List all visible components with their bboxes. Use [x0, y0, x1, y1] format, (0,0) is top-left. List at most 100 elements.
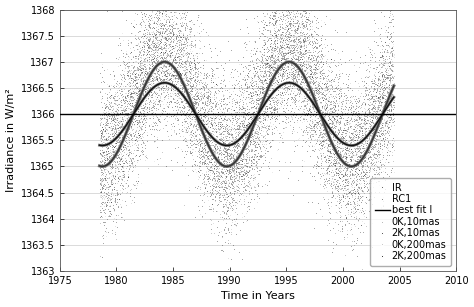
Point [171, 76, 178, 80]
Point [131, 111, 138, 116]
Point [227, 162, 234, 167]
Point [116, 177, 123, 182]
Point [328, 188, 336, 193]
Point [158, 30, 166, 35]
Point [344, 126, 352, 131]
Point [110, 117, 118, 122]
Point [365, 47, 373, 52]
Point [329, 105, 337, 110]
Point [98, 161, 106, 166]
Point [263, 98, 270, 103]
Point [181, 64, 188, 69]
Point [191, 43, 199, 48]
Point [374, 108, 382, 113]
Point [273, 24, 280, 29]
Point [184, 54, 192, 59]
Point [361, 141, 368, 146]
Point [274, 71, 282, 76]
Point [191, 99, 199, 103]
Point [292, 83, 299, 88]
Point [253, 98, 261, 103]
Point [380, 85, 388, 90]
Point [201, 142, 209, 147]
Point [148, 39, 155, 44]
Point [252, 130, 259, 135]
Point [365, 145, 372, 150]
Point [140, 63, 147, 68]
Point [242, 125, 249, 130]
Point [254, 18, 261, 23]
Point [137, 58, 145, 63]
Point [223, 168, 231, 173]
Point [165, 20, 173, 25]
Point [330, 103, 337, 108]
Point [98, 182, 105, 187]
Point [367, 126, 375, 130]
Point [309, 81, 316, 86]
Point [111, 174, 119, 179]
Point [137, 60, 145, 65]
Point [363, 88, 370, 93]
Point [258, 91, 265, 96]
Point [280, 37, 287, 42]
Point [141, 75, 149, 80]
Point [299, 51, 306, 56]
Point [276, 98, 283, 103]
Point [109, 147, 117, 152]
Point [141, 114, 149, 119]
Point [141, 102, 148, 107]
Point [157, 37, 165, 41]
Point [300, 52, 308, 57]
Point [132, 86, 140, 91]
Point [184, 127, 192, 132]
Point [378, 96, 386, 101]
Point [110, 187, 118, 192]
Point [378, 116, 386, 121]
Point [224, 122, 231, 127]
Point [374, 98, 382, 103]
Point [335, 185, 343, 190]
Point [154, 75, 161, 80]
Point [100, 161, 108, 165]
Point [360, 106, 368, 111]
Point [190, 58, 198, 63]
Point [385, 119, 392, 124]
Point [174, 70, 182, 75]
Point [377, 10, 385, 14]
Point [376, 87, 384, 92]
Point [277, 34, 284, 39]
Point [164, 87, 172, 92]
Point [238, 106, 246, 111]
Point [174, 62, 182, 67]
Point [389, 81, 396, 86]
Point [296, 44, 303, 49]
Point [139, 92, 147, 97]
Point [320, 104, 328, 109]
Point [168, 72, 175, 76]
Point [174, 76, 182, 81]
Point [173, 59, 181, 64]
Point [290, 149, 298, 154]
Point [251, 38, 259, 43]
Point [383, 77, 391, 82]
Point [242, 94, 250, 99]
Point [193, 139, 201, 144]
Point [355, 128, 362, 133]
Point [354, 122, 362, 127]
Point [247, 81, 255, 86]
Point [230, 142, 238, 147]
Point [323, 109, 331, 114]
Point [139, 82, 147, 87]
Point [322, 159, 330, 164]
Point [358, 218, 366, 223]
Point [278, 99, 286, 103]
Point [166, 47, 173, 52]
Point [295, 34, 302, 39]
Point [174, 87, 182, 92]
Point [155, 59, 163, 64]
Point [188, 87, 196, 92]
Point [243, 158, 250, 163]
Point [387, 116, 395, 121]
Point [106, 193, 114, 198]
Point [262, 129, 270, 134]
